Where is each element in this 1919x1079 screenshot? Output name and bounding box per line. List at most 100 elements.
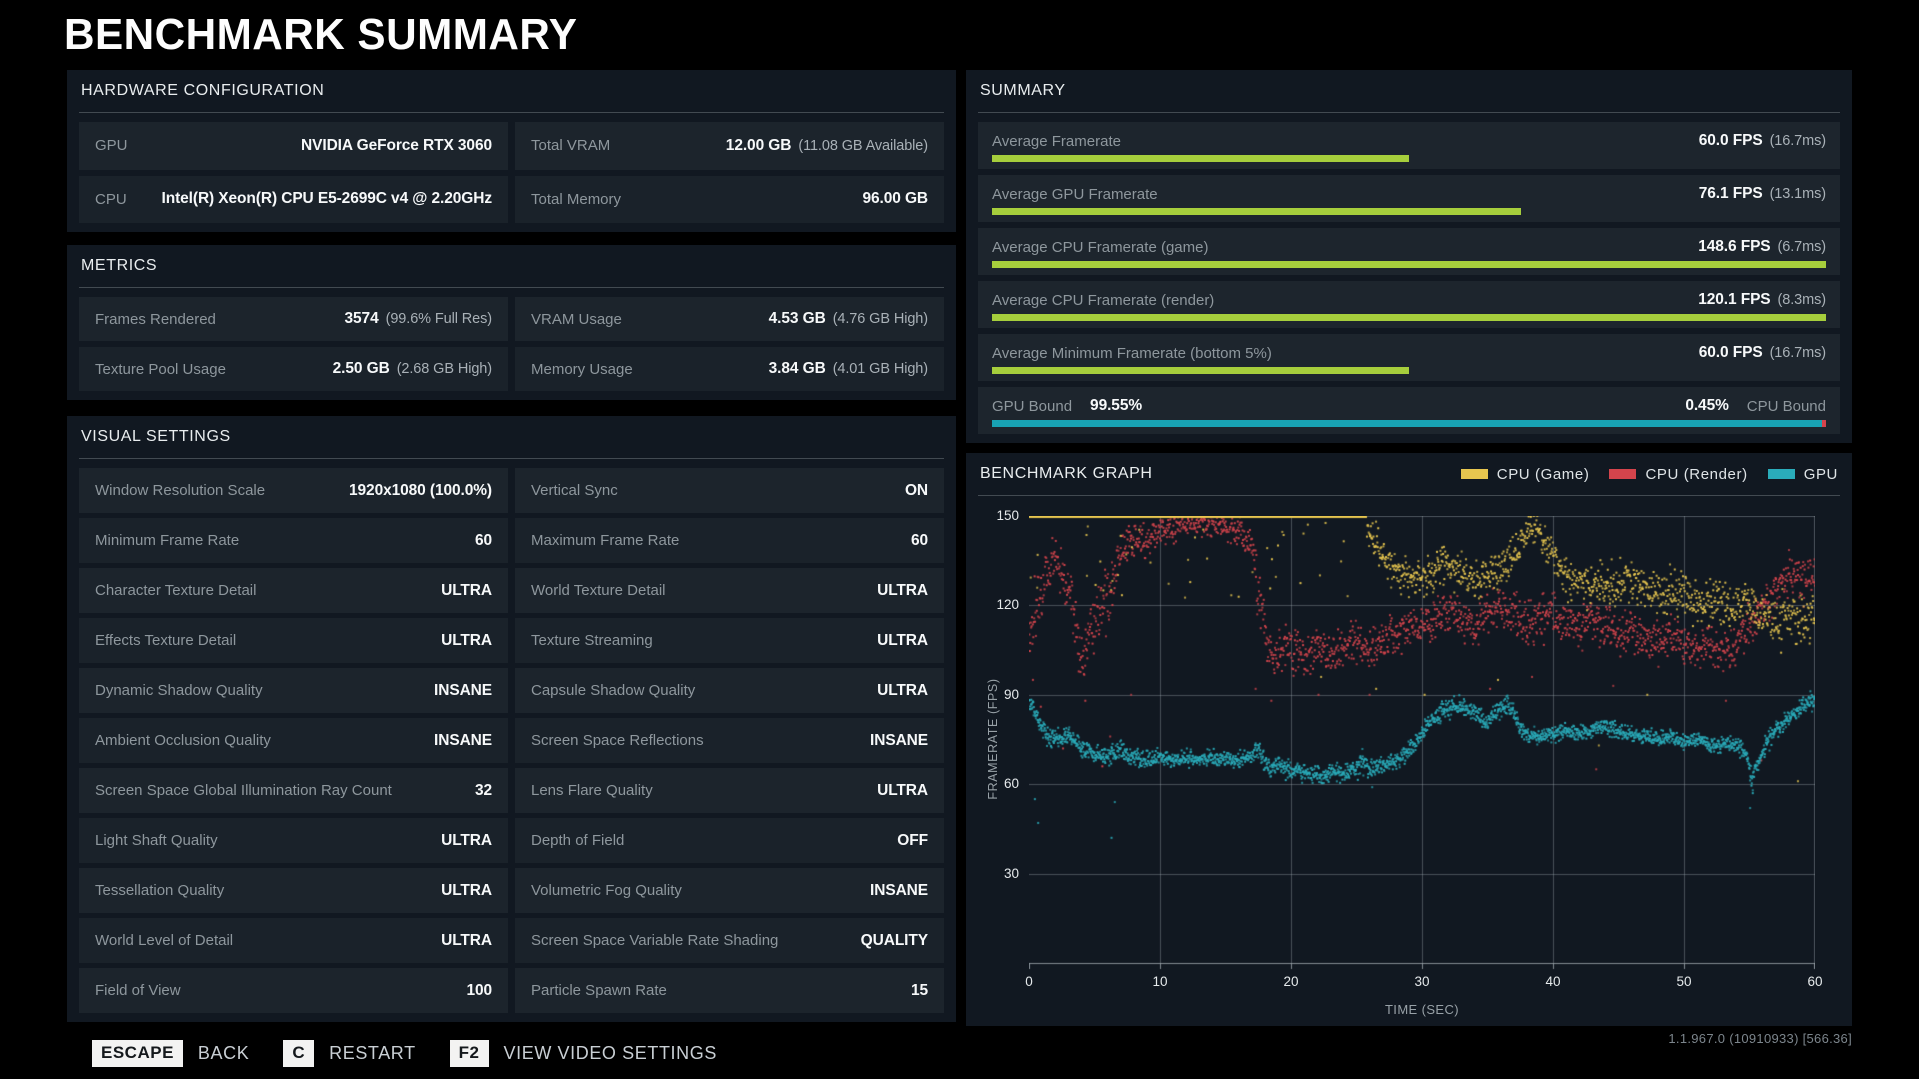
- panel-title: METRICS: [81, 257, 158, 274]
- legend-swatch: [1460, 469, 1488, 479]
- key-badge[interactable]: ESCAPE: [92, 1040, 183, 1067]
- setting-value: NVIDIA GeForce RTX 3060: [301, 136, 492, 154]
- x-tick-label: 60: [1807, 974, 1823, 989]
- setting-label: Total Memory: [531, 190, 622, 208]
- setting-value: 32: [474, 781, 492, 799]
- graph-legend: CPU (Game) CPU (Render) GPU: [1460, 465, 1838, 483]
- summary-value-detail: (13.1ms): [1769, 186, 1827, 202]
- y-tick-label: 90: [1003, 686, 1019, 702]
- setting-row-cell: Total Memory 96.00 GB: [515, 175, 944, 223]
- setting-value: 2.50 GB (2.68 GB High): [332, 360, 492, 377]
- panel-separator: [978, 112, 1840, 113]
- panel-title: HARDWARE CONFIGURATION: [81, 82, 325, 99]
- key-badge[interactable]: F2: [449, 1040, 489, 1067]
- setting-label: Screen Space Global Illumination Ray Cou…: [95, 782, 392, 799]
- setting-label: GPU: [95, 137, 128, 155]
- setting-row-cell: Screen Space Variable Rate Shading QUALIT…: [515, 918, 944, 963]
- setting-label: Minimum Frame Rate: [95, 532, 240, 549]
- setting-value: ULTRA: [877, 781, 928, 799]
- gpu-cpu-bound-row: GPU Bound 99.55% 0.45% CPU Bound: [978, 387, 1840, 434]
- benchmark-graph-panel: BENCHMARK GRAPH CPU (Game) CPU (Render) GP…: [966, 453, 1852, 1026]
- metrics-panel: METRICS Frames Rendered 3574 (99.6% Full R…: [67, 245, 956, 400]
- setting-row-cell: Maximum Frame Rate 60: [515, 518, 944, 563]
- panel-separator: [79, 287, 944, 288]
- setting-value: 96.00 GB: [862, 190, 928, 208]
- legend-swatch: [1609, 469, 1637, 479]
- panel-title: SUMMARY: [980, 82, 1066, 99]
- setting-row-cell: Depth of Field OFF: [515, 818, 944, 863]
- x-tick-label: 10: [1152, 974, 1168, 989]
- hint-label: RESTART: [329, 1043, 416, 1063]
- setting-label: Light Shaft Quality: [95, 832, 218, 849]
- framerate-bar: [992, 208, 1826, 215]
- setting-label: Character Texture Detail: [95, 582, 257, 599]
- metrics-rows: Frames Rendered 3574 (99.6% Full Res) VRAM …: [67, 288, 956, 400]
- summary-row: Average CPU Framerate (render) 120.1 FPS(…: [978, 281, 1840, 328]
- setting-value: 100: [466, 981, 492, 999]
- panel-header-metrics: METRICS: [67, 245, 956, 287]
- legend-label: CPU (Game): [1496, 465, 1590, 483]
- setting-row-cell: Texture Streaming ULTRA: [515, 618, 944, 663]
- bound-right-label: CPU Bound: [1746, 397, 1826, 415]
- page-title: BENCHMARK SUMMARY: [64, 10, 578, 59]
- setting-value-detail: (11.08 GB Available): [798, 137, 928, 154]
- setting-row-cell: Character Texture Detail ULTRA: [79, 568, 508, 613]
- setting-row-cell: Light Shaft Quality ULTRA: [79, 818, 508, 863]
- setting-row-cell: World Texture Detail ULTRA: [515, 568, 944, 613]
- footer-hint-bar: ESCAPE BACK C RESTART F2 VIEW VIDEO SETTINGS: [92, 1040, 717, 1067]
- panel-title: BENCHMARK GRAPH: [980, 465, 1153, 482]
- setting-value: 3.84 GB (4.01 GB High): [768, 360, 928, 377]
- setting-label: World Texture Detail: [531, 582, 666, 599]
- panel-separator: [79, 458, 944, 459]
- summary-row: Average Framerate 60.0 FPS (16.7ms): [978, 122, 1840, 169]
- setting-value: INSANE: [434, 681, 492, 699]
- setting-value: ON: [904, 481, 928, 499]
- setting-label: Screen Space Variable Rate Shading: [531, 932, 779, 949]
- footer-hint-restart[interactable]: C RESTART: [283, 1040, 415, 1067]
- summary-value-detail: (6.7ms): [1777, 239, 1827, 255]
- setting-value: Intel(R) Xeon(R) CPU E5-2699C v4 @ 2.20G…: [161, 190, 493, 208]
- setting-value: 3574 (99.6% Full Res): [344, 310, 493, 327]
- setting-row-cell: Volumetric Fog Quality INSANE: [515, 868, 944, 913]
- summary-value: 60.0 FPS (16.7ms): [1698, 132, 1826, 149]
- summary-panel: SUMMARY Average Framerate 60.0 FPS (16.7ms…: [966, 70, 1852, 443]
- setting-value: INSANE: [434, 731, 492, 749]
- setting-value: ULTRA: [877, 581, 928, 599]
- panel-title: VISUAL SETTINGS: [81, 428, 231, 445]
- setting-label: Screen Space Reflections: [531, 732, 704, 749]
- setting-row-cell: Total VRAM 12.00 GB (11.08 GB Available): [515, 122, 944, 170]
- framerate-bar-fill: [992, 367, 1409, 374]
- setting-value: 4.53 GB (4.76 GB High): [768, 310, 928, 327]
- summary-row-top: Average GPU Framerate 76.1 FPS (13.1ms): [992, 180, 1826, 208]
- setting-value: 12.00 GB (11.08 GB Available): [725, 136, 928, 154]
- setting-label: CPU: [95, 190, 127, 208]
- setting-label: Maximum Frame Rate: [531, 532, 680, 549]
- summary-label: Average Minimum Framerate (bottom 5%): [992, 344, 1272, 362]
- setting-label: Total VRAM: [531, 137, 611, 155]
- x-tick-label: 40: [1545, 974, 1561, 989]
- panel-separator: [79, 112, 944, 113]
- setting-label: Field of View: [95, 982, 181, 999]
- legend-item: GPU: [1767, 465, 1838, 483]
- summary-row-top: Average CPU Framerate (game) 148.6 FPS (6.…: [992, 233, 1826, 261]
- summary-label: Average Framerate: [992, 132, 1121, 150]
- setting-label: Vertical Sync: [531, 482, 618, 499]
- key-badge[interactable]: C: [283, 1040, 315, 1067]
- footer-hint-back[interactable]: ESCAPE BACK: [92, 1040, 249, 1067]
- legend-label: GPU: [1803, 465, 1838, 483]
- footer-hint-view-video-settings[interactable]: F2 VIEW VIDEO SETTINGS: [449, 1040, 717, 1067]
- summary-value-detail: (16.7ms): [1769, 345, 1827, 361]
- bound-left-label: GPU Bound: [992, 397, 1073, 415]
- bound-bar-cpu-fill: [1822, 420, 1826, 427]
- setting-row-cell: Window Resolution Scale 1920x1080 (100.0%…: [79, 468, 508, 513]
- setting-value: ULTRA: [441, 581, 492, 599]
- setting-value: 60: [910, 531, 928, 549]
- summary-row-top: Average Minimum Framerate (bottom 5%) 60.…: [992, 339, 1826, 367]
- bound-row-top: GPU Bound 99.55% 0.45% CPU Bound: [992, 392, 1826, 420]
- version-text: 1.1.967.0 (10910933) [566.36]: [1668, 1031, 1852, 1046]
- setting-row-cell: Screen Space Global Illumination Ray Cou…: [79, 768, 508, 813]
- summary-value: 76.1 FPS (13.1ms): [1698, 185, 1827, 202]
- framerate-bar-fill: [992, 208, 1521, 215]
- hint-label: VIEW VIDEO SETTINGS: [503, 1043, 717, 1063]
- setting-label: Dynamic Shadow Quality: [95, 682, 263, 699]
